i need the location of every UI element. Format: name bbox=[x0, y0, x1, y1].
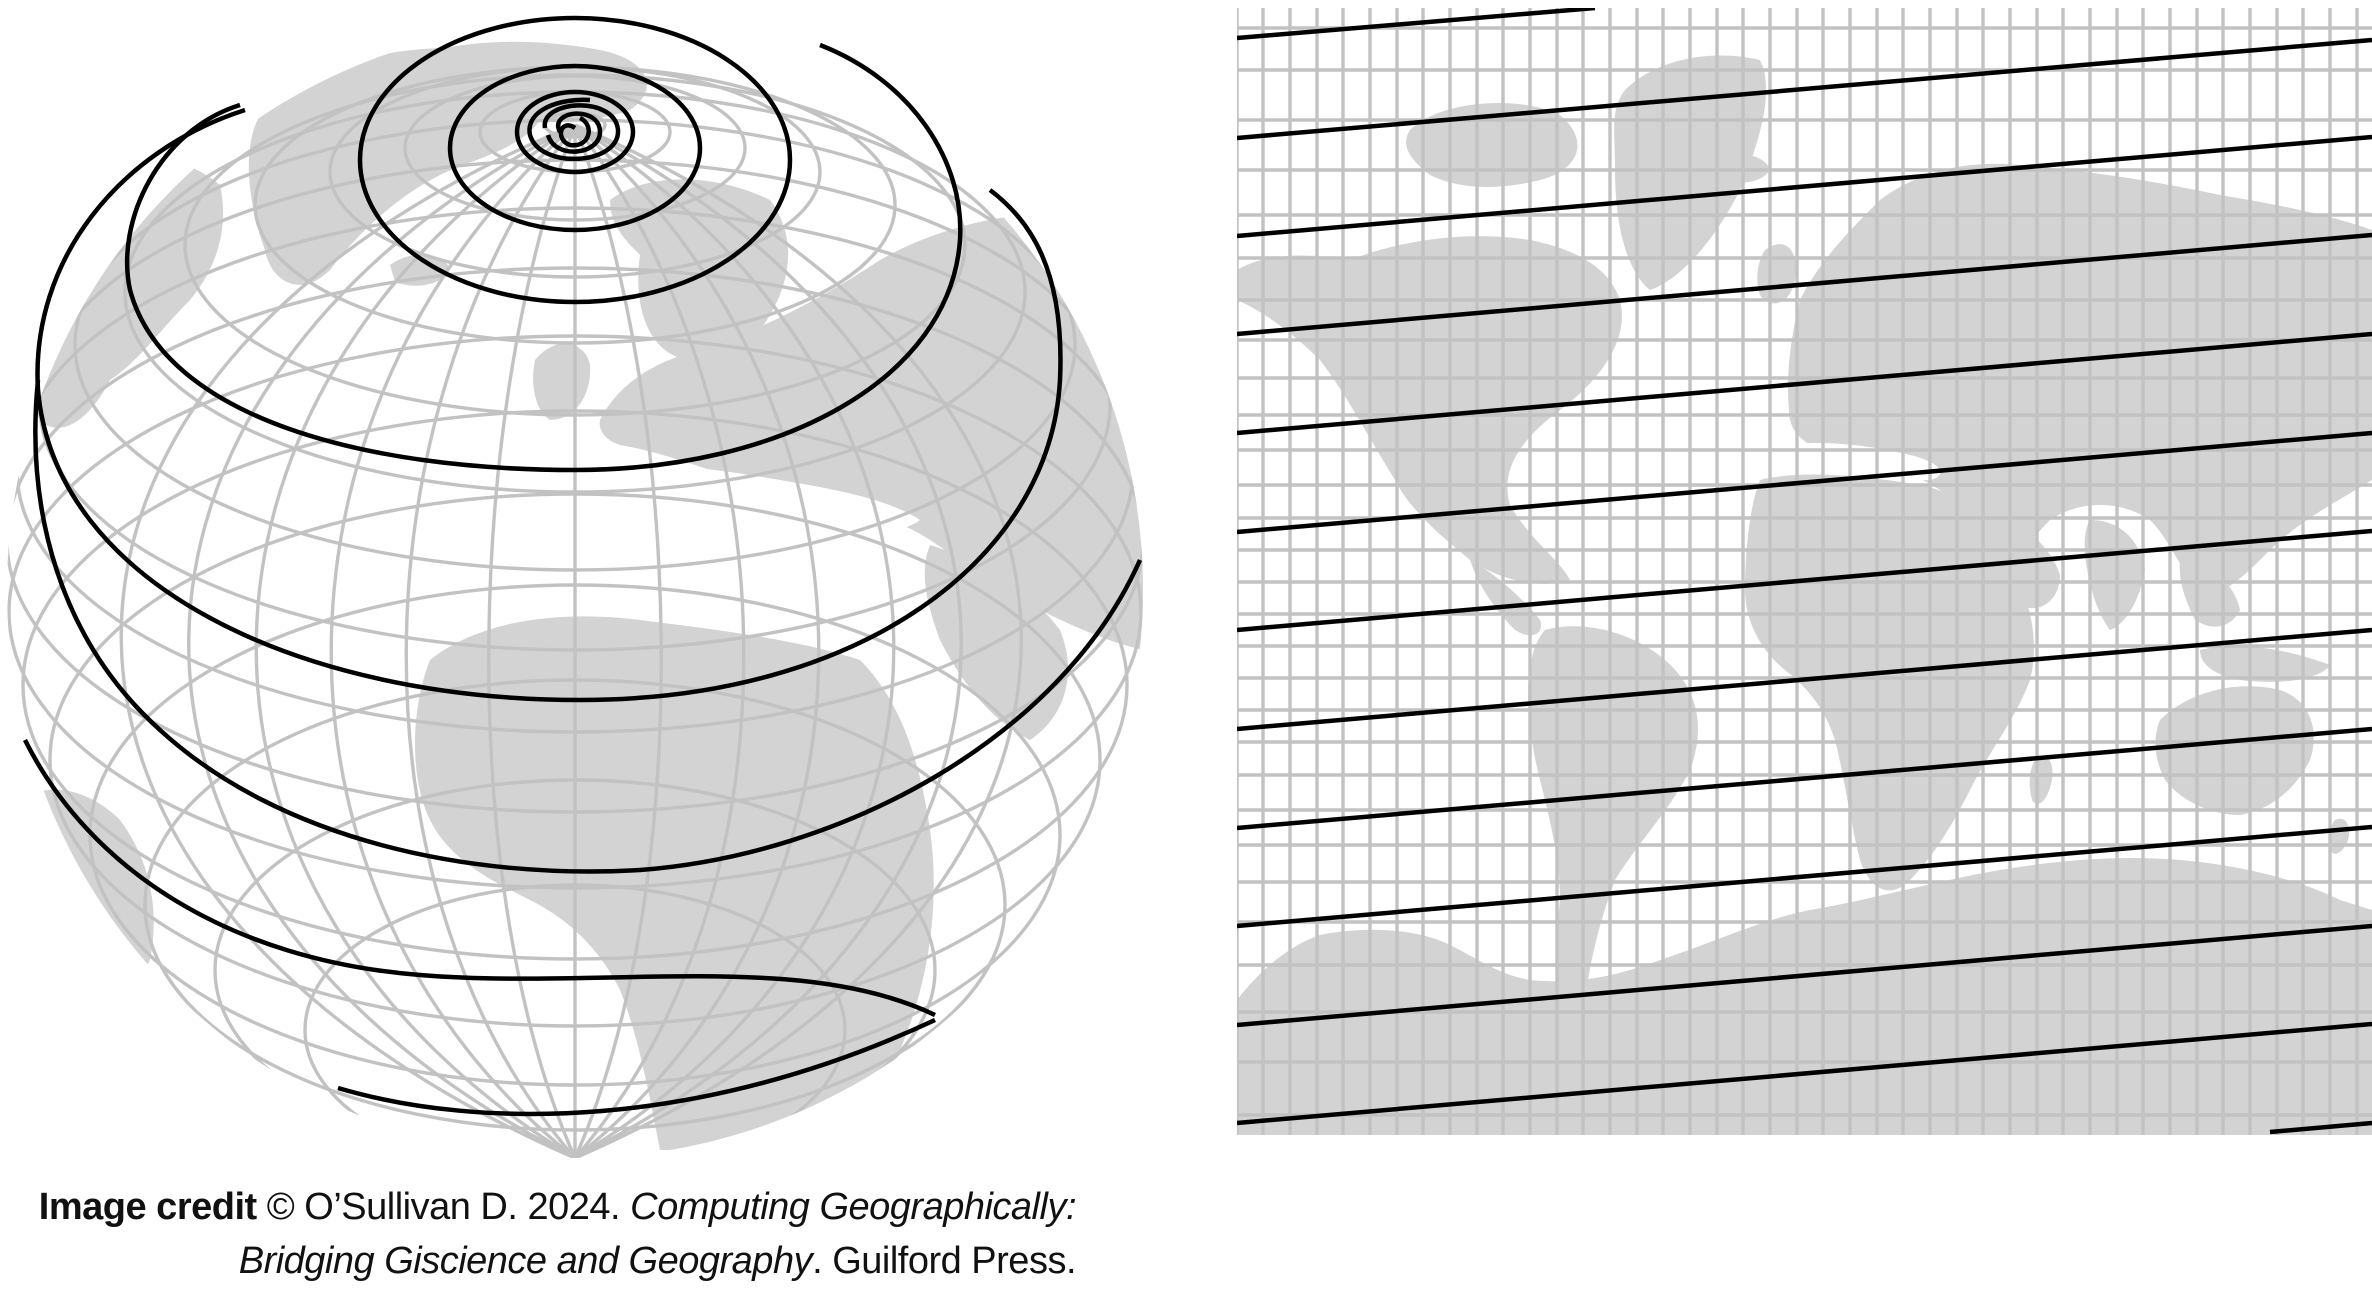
map-north-america bbox=[1237, 236, 1622, 584]
globe-madagascar bbox=[979, 982, 1013, 1049]
map-madagascar bbox=[2029, 756, 2053, 804]
map-new-zealand bbox=[2329, 818, 2350, 854]
globe-mediterranean bbox=[620, 465, 920, 533]
map-antarctica bbox=[1237, 858, 2372, 1135]
map-south-america bbox=[1528, 626, 1698, 1043]
map-central-america bbox=[1470, 560, 1541, 636]
map-meridians bbox=[1237, 8, 2359, 1135]
map-se-asia bbox=[2179, 560, 2240, 627]
map-british-isles bbox=[1757, 244, 1796, 304]
globe-loxodrome bbox=[22, 15, 1143, 1117]
credit-title-line-2: Bridging Giscience and Geography bbox=[238, 1240, 813, 1282]
image-credit: Image credit © O’Sullivan D. 2024. Compu… bbox=[0, 1180, 1077, 1288]
credit-title-line-1: Computing Geographically: bbox=[630, 1186, 1076, 1228]
map-landmasses bbox=[1237, 55, 2372, 1135]
credit-publisher: . Guilford Press. bbox=[812, 1240, 1076, 1282]
map-indonesia bbox=[2200, 645, 2330, 682]
globe-british-isles bbox=[533, 343, 591, 420]
credit-copyright: © O’Sullivan D. 2024. bbox=[266, 1186, 621, 1228]
mercator-map bbox=[1237, 8, 2372, 1135]
map-loxodrome bbox=[1237, 8, 2372, 1135]
credit-line-2: Bridging Giscience and Geography. Guilfo… bbox=[0, 1234, 1077, 1288]
map-australia bbox=[2155, 686, 2314, 815]
credit-label: Image credit bbox=[38, 1186, 257, 1228]
credit-line-1: Image credit © O’Sullivan D. 2024. Compu… bbox=[0, 1180, 1077, 1234]
map-india bbox=[2084, 520, 2145, 630]
orthographic-globe bbox=[7, 15, 1143, 1158]
globe-scandinavia bbox=[610, 179, 789, 361]
